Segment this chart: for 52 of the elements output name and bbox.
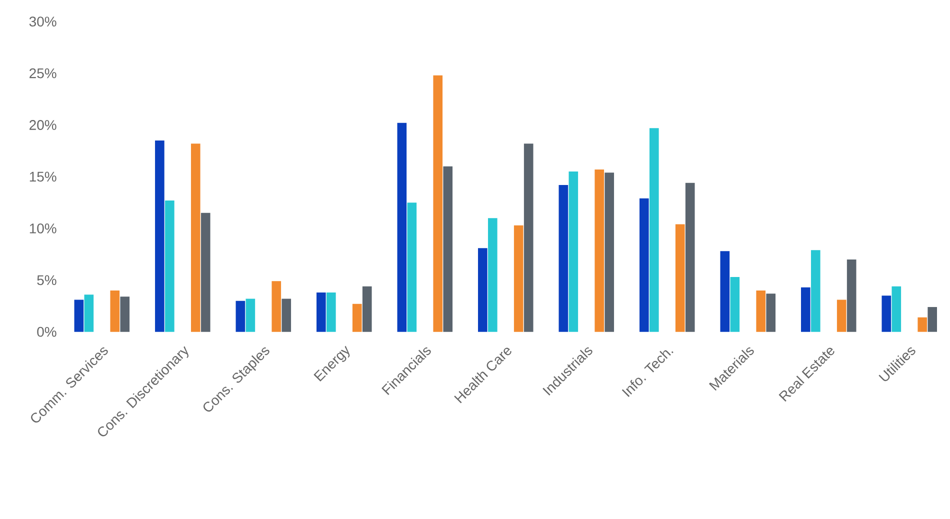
bar — [756, 290, 766, 332]
bar — [558, 185, 568, 332]
x-tick-label: Info. Tech. — [622, 350, 674, 398]
bar — [594, 170, 604, 332]
bar — [800, 288, 810, 332]
bar — [882, 296, 892, 332]
bar — [190, 144, 200, 332]
bar — [766, 294, 776, 332]
bar — [604, 172, 614, 332]
bar — [836, 300, 846, 332]
bar — [362, 286, 372, 332]
bar — [155, 140, 164, 332]
bar — [110, 290, 120, 332]
y-tick-label: 15% — [30, 172, 56, 182]
bar — [488, 218, 498, 332]
bar — [649, 128, 659, 332]
bar — [720, 251, 730, 332]
bar — [810, 250, 820, 332]
bar — [326, 292, 336, 332]
bar — [316, 292, 326, 332]
bar — [120, 296, 130, 332]
bar — [397, 123, 407, 332]
y-tick-label: 30% — [29, 16, 56, 27]
y-tick-label: 25% — [30, 68, 56, 78]
bar — [407, 202, 417, 332]
bar — [892, 286, 902, 332]
bar — [433, 76, 443, 332]
bar — [918, 318, 928, 332]
bar — [84, 294, 94, 332]
y-tick-label: 0% — [37, 327, 56, 338]
bar — [74, 300, 84, 332]
y-tick-label: 10% — [30, 224, 56, 234]
bar — [685, 183, 695, 332]
y-tick-label: 20% — [30, 120, 56, 130]
bar — [236, 301, 246, 332]
bar — [524, 144, 534, 332]
bar — [846, 260, 856, 332]
bar — [568, 172, 578, 332]
bar — [246, 298, 256, 332]
bar — [730, 277, 740, 332]
bar — [272, 281, 282, 332]
bar — [514, 226, 524, 332]
bar — [928, 307, 938, 332]
bar — [282, 298, 292, 332]
bar — [165, 200, 174, 332]
y-tick-label: 5% — [37, 275, 56, 286]
bar — [640, 198, 649, 332]
bar — [200, 213, 210, 332]
bar — [352, 304, 362, 332]
bar — [675, 224, 685, 332]
bar — [478, 248, 488, 332]
bar — [443, 166, 453, 332]
